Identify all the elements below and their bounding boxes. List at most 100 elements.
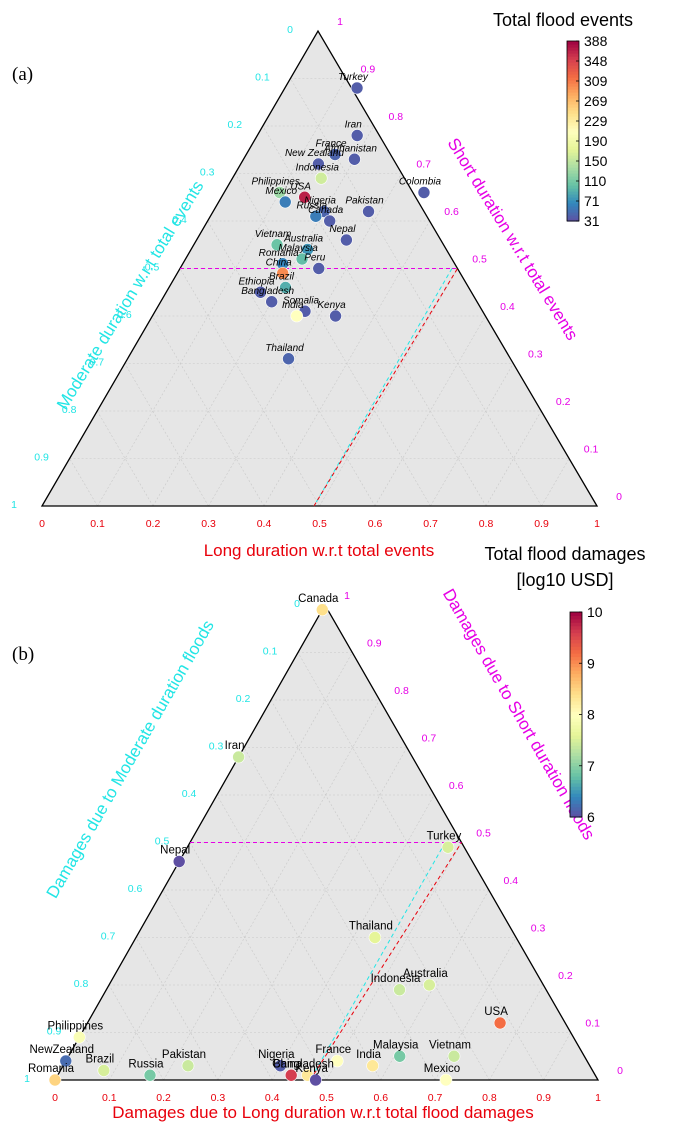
point-label: Philippines — [251, 177, 299, 188]
colorbar-title: [log10 USD] — [516, 570, 613, 590]
colorbar-segment — [570, 629, 582, 634]
colorbar-segment — [570, 700, 582, 705]
colorbar-segment — [567, 68, 579, 72]
reference-line-moderate — [313, 268, 453, 507]
colorbar-segment — [567, 176, 579, 180]
point-nepal — [172, 855, 186, 868]
grid-line — [163, 699, 380, 1081]
colorbar-tick-label: 190 — [584, 133, 608, 149]
axis-label-long: Long duration w.r.t total events — [204, 541, 435, 560]
colorbar-segment — [570, 673, 582, 678]
colorbar-segment — [567, 215, 579, 219]
tick-long: 0.6 — [368, 518, 383, 530]
colorbar-segment — [567, 98, 579, 102]
panel-label: (a) — [12, 64, 33, 85]
tick-short: 0.2 — [556, 396, 571, 408]
grid-line — [319, 268, 458, 507]
colorbar-tick-label: 10 — [587, 604, 603, 620]
colorbar-segment — [570, 714, 582, 719]
point-philippines — [273, 186, 286, 199]
colorbar-segment — [570, 635, 582, 640]
colorbar-segment — [567, 167, 579, 171]
colorbar-segment — [570, 799, 582, 804]
point-pakistan — [362, 205, 375, 218]
point-peru — [312, 262, 326, 275]
tick-moderate: 0.4 — [172, 214, 187, 226]
point-label: China — [266, 257, 293, 268]
tick-moderate: 0.7 — [101, 931, 116, 943]
colorbar-segment — [570, 779, 582, 784]
colorbar-segment — [570, 622, 582, 627]
colorbar-title: Total flood events — [493, 10, 633, 30]
colorbar-segment — [570, 632, 582, 637]
colorbar-segment — [567, 89, 579, 93]
point-label: Iran — [345, 120, 363, 131]
point-label: Vietnam — [429, 1039, 471, 1051]
point-label: Mexico — [265, 186, 297, 197]
point-nigeria — [273, 1059, 287, 1073]
grid-line — [543, 1032, 571, 1081]
grid-line — [152, 315, 265, 507]
colorbar-segment — [570, 663, 582, 668]
colorbar-segment — [567, 86, 579, 90]
colorbar-segment — [570, 796, 582, 801]
colorbar-segment — [567, 146, 579, 150]
grid-line — [179, 268, 320, 507]
tick-moderate: 0.5 — [155, 836, 170, 848]
point-label: Nigeria — [258, 1049, 295, 1061]
tick-moderate: 1 — [24, 1073, 30, 1085]
point-label: USA — [290, 181, 311, 192]
point-label: France — [315, 1044, 351, 1056]
point-france — [330, 1054, 344, 1068]
point-turkey — [350, 81, 364, 95]
tick-long: 0.7 — [428, 1092, 443, 1104]
tick-moderate: 0.3 — [209, 741, 224, 753]
colorbar-segment — [567, 53, 579, 57]
point-thailand — [368, 931, 382, 944]
point-kenya — [329, 309, 342, 323]
colorbar-segment — [567, 74, 579, 78]
colorbar-segment — [570, 704, 582, 709]
point-label: India — [356, 1049, 382, 1061]
colorbar-segment — [567, 122, 579, 126]
tick-long: 0.8 — [482, 1092, 497, 1104]
colorbar-segment — [567, 50, 579, 54]
tick-moderate: 0 — [294, 598, 300, 610]
point-label: Thailand — [265, 343, 304, 354]
colorbar-segment — [567, 140, 579, 144]
colorbar-segment — [570, 683, 582, 688]
panel-b: 0 0.1 0.2 0.3 0.4 0.5 0.6 0.7 0.8 0.9 100.10.20.30… — [12, 544, 646, 1122]
point-label: Ethiopia — [238, 276, 275, 287]
colorbar-segment — [567, 218, 579, 222]
colorbar-segment — [567, 62, 579, 66]
tick-long: 0.5 — [319, 1092, 334, 1104]
colorbar-segment — [570, 707, 582, 712]
point-label: Russia — [297, 200, 328, 211]
grid-line — [270, 699, 490, 1081]
point-australia — [423, 978, 436, 992]
grid-line — [434, 937, 517, 1081]
point-china — [284, 1068, 298, 1082]
colorbar-segment — [570, 786, 582, 791]
colorbar-segment — [567, 170, 579, 174]
reference-line-moderate — [309, 842, 446, 1081]
point-bangladesh — [265, 295, 278, 309]
point-romania — [48, 1073, 62, 1087]
point-label: New Zealand — [285, 148, 344, 159]
point-label: Pakistan — [345, 196, 384, 207]
colorbar-segment — [570, 731, 582, 736]
point-label: Russia — [128, 1058, 164, 1070]
colorbar-segment — [570, 646, 582, 651]
colorbar-segment — [570, 618, 582, 623]
colorbar-segment — [567, 71, 579, 75]
colorbar-tick-label: 388 — [584, 33, 608, 49]
tick-moderate: 0.7 — [89, 357, 104, 369]
colorbar-segment — [570, 724, 582, 729]
point-label: Iran — [225, 740, 245, 752]
grid-line — [162, 889, 273, 1081]
tick-long: 0.5 — [312, 518, 327, 530]
point-label: Bangladesh — [241, 286, 294, 297]
tick-moderate: 0.1 — [263, 646, 278, 658]
tick-short: 0.9 — [367, 638, 382, 650]
colorbar-segment — [570, 728, 582, 733]
